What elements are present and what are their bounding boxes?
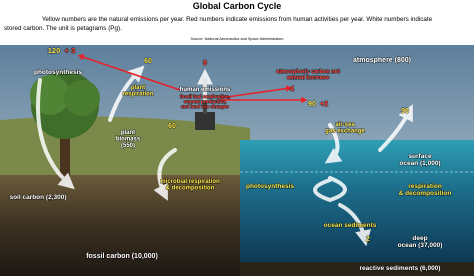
label-line: + 3 — [65, 46, 76, 55]
label: atmospheric carbon net annual increase — [276, 69, 340, 81]
label-line: 60 — [168, 123, 176, 130]
label-line: photosynthesis — [34, 69, 82, 76]
label-line: fossil carbon (10,000) — [86, 253, 158, 260]
label-line: & decomposition — [399, 190, 452, 197]
label: plant biomass (550) — [116, 130, 141, 149]
label-line: plant — [131, 85, 145, 91]
label-line: cement production, — [184, 99, 227, 104]
label-line: fossil fuel combustion, — [180, 94, 230, 99]
label: surface ocean (1,000) — [399, 153, 440, 167]
label: deep ocean (37,000) — [398, 235, 443, 249]
label-line: 9 — [203, 60, 207, 67]
label-line: soil carbon (2,300) — [9, 194, 66, 201]
sea-floor — [240, 262, 474, 276]
label-line: ocean sediments — [324, 222, 377, 229]
label-line: respiration — [122, 92, 153, 98]
label: photosynthesis — [34, 69, 82, 76]
label: +2 — [320, 101, 328, 108]
label: 60 — [168, 123, 176, 130]
flow-arrows — [36, 65, 413, 247]
label-line: annual increase — [287, 75, 329, 81]
subtitle-line: stored carbon. The unit is petagrams (Pg… — [4, 25, 122, 32]
label-line: respiration — [408, 183, 442, 190]
title: Global Carbon Cycle — [193, 1, 282, 11]
label-line: & decomposition — [166, 186, 215, 192]
label-line: 60 — [144, 58, 152, 65]
label: respiration & decomposition — [399, 183, 452, 197]
label-line: atmosphere (800) — [353, 57, 411, 64]
label-line: (550) — [121, 143, 135, 149]
label: 2 — [366, 236, 370, 243]
label: 120 — [48, 46, 61, 55]
label-line: 90 — [401, 108, 409, 115]
label: human emissions — [180, 87, 231, 93]
label: 60 — [144, 58, 152, 65]
label-line: and land use changes — [181, 104, 229, 109]
label-line: 90 — [308, 101, 316, 108]
label-line: microbial respiration — [160, 179, 220, 185]
label: photosynthesis — [246, 183, 294, 190]
human-arrows — [77, 54, 308, 104]
tree — [30, 71, 100, 180]
label-line: atmospheric carbon net — [276, 69, 340, 75]
label-line: +2 — [320, 101, 328, 108]
label: ocean sediments — [324, 222, 377, 229]
label-line: 120 — [48, 46, 61, 55]
label: microbial respiration & decomposition — [160, 179, 220, 192]
label-line: plant — [121, 130, 135, 136]
label-line: surface — [408, 153, 432, 160]
label: plant respiration — [122, 85, 153, 98]
label-line: biomass — [116, 137, 141, 143]
label: reactive sediments (6,000) — [360, 265, 441, 272]
ocean — [240, 140, 474, 276]
label: 90 — [401, 108, 409, 115]
label: + 3 — [65, 46, 76, 55]
subtitle-line: Yellow numbers are the natural emissions… — [42, 16, 433, 23]
label-line: air-sea — [335, 122, 355, 128]
label-line: human emissions — [180, 87, 231, 93]
header-background — [0, 0, 474, 48]
label-line: ocean (1,000) — [399, 160, 440, 167]
label-line: deep — [412, 235, 427, 242]
label-line: gas exchange — [325, 129, 365, 135]
label: atmosphere (800) — [353, 57, 411, 64]
label-line: 2 — [366, 236, 370, 243]
source: Source: National Aeronautics and Space A… — [190, 37, 283, 41]
label: fossil carbon (10,000) — [86, 253, 158, 260]
label: 90 — [308, 101, 316, 108]
label-line: 4 — [290, 86, 294, 93]
label-line: photosynthesis — [246, 183, 294, 190]
label: 4 — [290, 86, 294, 93]
label: soil carbon (2,300) — [9, 194, 66, 201]
label-line: reactive sediments (6,000) — [360, 265, 441, 272]
label: air-sea gas exchange — [325, 122, 365, 135]
label: 9 — [203, 60, 207, 67]
label-line: ocean (37,000) — [398, 242, 443, 249]
soil — [0, 175, 250, 276]
label: fossil fuel combustion, cement production… — [180, 94, 230, 109]
